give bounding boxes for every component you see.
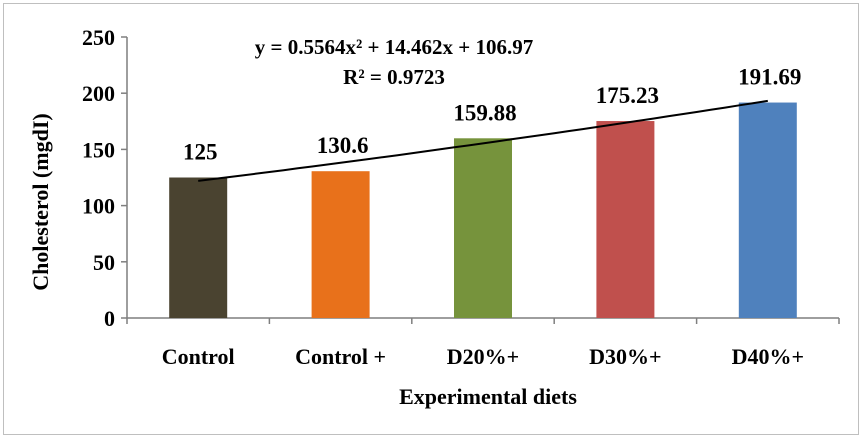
y-axis-title: Cholesterol (mgdI) [28, 113, 53, 290]
bar [311, 171, 370, 318]
data-labels: 125 130.6 159.88 175.23 191.69 [183, 65, 801, 165]
y-tick-label: 200 [82, 81, 115, 106]
x-tick-label: D30%+ [589, 344, 661, 369]
bar-series [169, 102, 797, 319]
y-tick-label: 50 [93, 250, 115, 275]
data-label: 125 [183, 140, 218, 165]
data-label: 175.23 [596, 83, 659, 108]
data-label: 130.6 [317, 133, 369, 158]
bar [596, 121, 655, 319]
x-tick-label: Control [162, 344, 235, 369]
y-tick-label: 0 [104, 306, 115, 331]
y-tick-label: 100 [82, 194, 115, 219]
bar [738, 102, 797, 319]
x-axis-title: Experimental diets [399, 384, 577, 409]
trendline-r-squared: R² = 0.9723 [343, 65, 445, 89]
bar [169, 177, 228, 318]
trendline-group [198, 99, 768, 182]
y-tick-label: 150 [82, 137, 115, 162]
y-tick-label: 250 [82, 25, 115, 50]
bar [454, 138, 512, 318]
x-tick-label: D40%+ [732, 344, 804, 369]
data-label: 191.69 [738, 65, 801, 90]
chart-frame: 0 50 100 150 200 250 Control Control + D20%+ D30%… [3, 3, 859, 435]
trendline-equation: y = 0.5564x² + 14.462x + 106.97 [255, 35, 533, 59]
axes: 0 50 100 150 200 250 Control Control + D20%+ D30%… [82, 25, 840, 369]
data-label: 159.88 [453, 100, 516, 125]
x-tick-label: Control + [295, 344, 386, 369]
bar-chart: 0 50 100 150 200 250 Control Control + D20%+ D30%… [28, 25, 840, 409]
trendline [198, 99, 768, 182]
x-tick-label: D20%+ [447, 344, 519, 369]
